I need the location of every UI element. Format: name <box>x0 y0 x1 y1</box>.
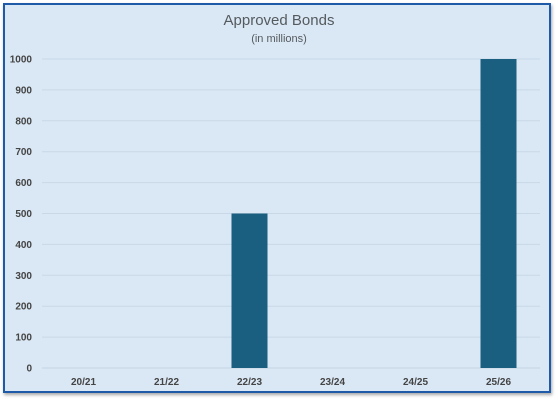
chart-subtitle: (in millions) <box>251 33 307 45</box>
y-tick-label: 900 <box>15 85 32 96</box>
x-axis-ticks: 20/21 21/22 22/23 23/24 24/25 25/26 <box>71 377 511 388</box>
y-tick-label: 400 <box>15 240 32 251</box>
y-tick-label: 700 <box>15 147 32 158</box>
y-tick-label: 600 <box>15 178 32 189</box>
y-tick-label: 500 <box>15 209 32 220</box>
bar-25-26 <box>480 59 517 368</box>
bars <box>231 59 517 368</box>
x-tick-label: 21/22 <box>154 377 179 388</box>
x-tick-label: 25/26 <box>486 377 511 388</box>
y-tick-label: 1000 <box>10 55 33 66</box>
y-tick-label: 300 <box>15 271 32 282</box>
y-tick-label: 100 <box>15 333 32 344</box>
x-tick-label: 20/21 <box>71 377 96 388</box>
y-axis-ticks: 0 100 200 300 400 500 600 700 800 900 1000 <box>10 55 33 375</box>
y-tick-label: 800 <box>15 116 32 127</box>
chart-frame <box>3 3 551 393</box>
y-tick-label: 200 <box>15 302 32 313</box>
x-tick-label: 24/25 <box>403 377 428 388</box>
bar-22-23 <box>231 213 268 368</box>
chart-title: Approved Bonds <box>224 12 335 29</box>
y-tick-label: 0 <box>26 364 32 375</box>
x-tick-label: 23/24 <box>320 377 345 388</box>
x-tick-label: 22/23 <box>237 377 262 388</box>
gridlines <box>42 58 540 369</box>
